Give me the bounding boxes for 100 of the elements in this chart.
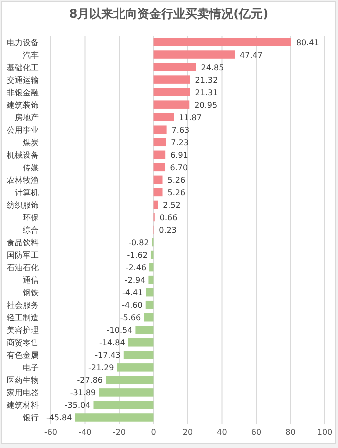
y-tick-label: 公用事业 [7, 126, 39, 135]
data-label: 21.31 [195, 88, 218, 98]
data-label: -2.94 [125, 276, 146, 286]
data-label: 11.87 [179, 113, 202, 122]
data-label: 7.63 [172, 126, 190, 135]
y-tick-label: 银行 [22, 414, 39, 423]
bar [148, 276, 154, 284]
y-tick-label: 医药生物 [7, 376, 39, 386]
bar [136, 326, 154, 334]
data-label: 21.32 [195, 76, 218, 85]
data-label: -45.84 [46, 414, 72, 423]
bar [117, 364, 154, 372]
bar [124, 351, 154, 360]
data-label: 0.23 [159, 226, 177, 235]
data-label: 7.23 [171, 138, 189, 148]
bar [146, 288, 154, 297]
bar [154, 176, 163, 184]
bar [154, 38, 292, 46]
data-label: 0.66 [160, 213, 178, 222]
y-tick-label: 国防军工 [7, 251, 39, 260]
y-tick-label: 非银金融 [7, 88, 39, 98]
y-tick-label: 传媒 [23, 163, 39, 172]
y-tick-label: 机械设备 [7, 150, 39, 160]
y-tick-label: 交通运输 [7, 76, 39, 85]
bar [154, 50, 236, 59]
x-tick-label: 80 [286, 428, 296, 437]
data-label: -2.46 [126, 264, 147, 273]
y-tick-label: 轻工制造 [7, 314, 39, 323]
bar [154, 88, 190, 96]
y-tick-label: 建筑装饰 [6, 100, 39, 110]
data-label: -31.89 [70, 388, 96, 398]
bar [99, 388, 154, 397]
y-tick-label: 电力设备 [7, 38, 39, 48]
data-label: -27.86 [77, 376, 104, 386]
y-tick-label: 家用电器 [7, 388, 39, 398]
bar [154, 126, 167, 134]
data-label: 5.26 [168, 188, 186, 198]
data-label: -17.43 [95, 351, 121, 360]
y-tick-label: 石油石化 [7, 264, 39, 273]
y-tick-label: 钢铁 [22, 288, 39, 298]
bar [154, 100, 190, 109]
y-tick-label: 农林牧渔 [7, 176, 39, 185]
y-tick-label: 纺织服饰 [7, 200, 39, 210]
data-label: -4.60 [122, 301, 143, 310]
y-tick-label: 建筑材料 [6, 401, 39, 410]
data-label: -1.62 [127, 251, 148, 260]
bar [106, 376, 154, 384]
bar [154, 113, 174, 122]
x-tick-label: -40 [78, 428, 92, 437]
x-tick-label: -60 [44, 428, 58, 437]
x-tick-label: 40 [217, 428, 228, 437]
data-label: -10.54 [106, 326, 133, 336]
bar [146, 300, 154, 310]
bar [154, 188, 163, 197]
data-label: 6.70 [170, 163, 188, 172]
x-tick-label: -20 [112, 428, 126, 437]
bar [94, 401, 154, 410]
bar [154, 76, 190, 84]
y-tick-label: 社会服务 [7, 301, 39, 310]
bar [75, 414, 154, 422]
y-tick-label: 计算机 [15, 188, 39, 198]
chart-title: 8月以来北向资金行业买卖情况(亿元) [69, 7, 269, 21]
bar [154, 200, 158, 210]
y-tick-label: 电子 [23, 364, 39, 373]
x-tick-label: 100 [317, 428, 333, 437]
bar [154, 138, 166, 147]
data-label: -35.04 [64, 401, 91, 410]
bar [150, 250, 154, 260]
y-tick-label: 商贸零售 [7, 338, 39, 348]
x-tick-label: 0 [151, 428, 156, 437]
y-tick-label: 综合 [23, 226, 39, 235]
y-tick-label: 煤炭 [23, 138, 39, 148]
data-label: 24.85 [201, 63, 224, 72]
data-label: 80.41 [296, 38, 320, 48]
y-tick-label: 汽车 [23, 50, 39, 60]
y-tick-label: 房地产 [15, 113, 39, 122]
data-label: -4.41 [122, 288, 144, 298]
y-tick-label: 美容护理 [7, 326, 39, 336]
y-tick-label: 有色金属 [7, 351, 39, 360]
bar [128, 338, 154, 347]
x-tick-label: 60 [251, 428, 262, 437]
bar [154, 163, 166, 172]
y-tick-label: 通信 [23, 276, 39, 286]
data-label: 6.91 [170, 150, 188, 160]
bar [144, 313, 154, 322]
data-label: -21.29 [88, 364, 114, 373]
data-label: 47.47 [240, 50, 263, 60]
data-label: 5.26 [168, 176, 186, 185]
bar [154, 150, 166, 160]
data-label: 2.52 [163, 200, 181, 210]
y-tick-label: 基础化工 [7, 63, 39, 72]
y-tick-label: 环保 [23, 213, 39, 222]
data-label: -5.66 [120, 314, 142, 323]
data-label: -0.82 [128, 238, 150, 248]
bar [154, 63, 196, 72]
data-label: 20.95 [194, 100, 218, 110]
data-label: -14.84 [100, 338, 126, 348]
bar [150, 263, 154, 272]
y-tick-label: 食品饮料 [7, 238, 39, 248]
x-tick-label: 20 [182, 428, 194, 437]
